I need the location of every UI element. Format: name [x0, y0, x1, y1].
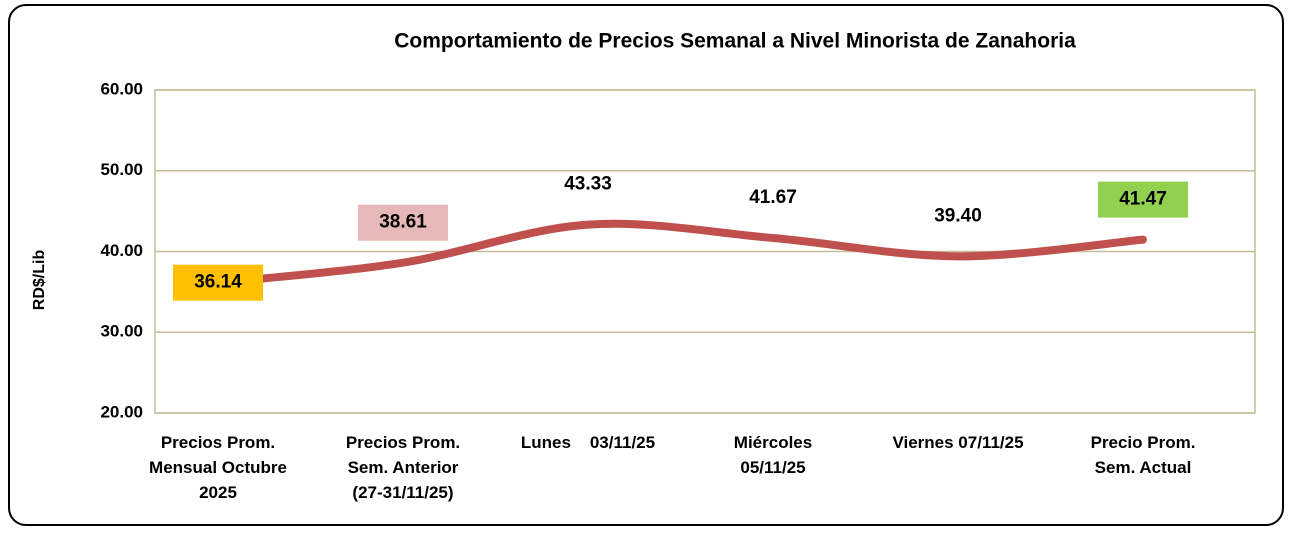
- y-tick-label: 40.00: [100, 241, 143, 260]
- chart-frame: [8, 4, 1284, 526]
- y-tick-label: 50.00: [100, 160, 143, 179]
- label-box: [173, 264, 263, 301]
- data-label: 43.33: [564, 174, 612, 195]
- y-axis-label: RD$/Lib: [31, 250, 48, 311]
- x-tick-label: Precios Prom. Sem. Anterior (27-31/11/25…: [345, 433, 461, 502]
- y-tick-label: 60.00: [100, 79, 143, 98]
- label-box: [358, 204, 448, 241]
- data-label: 41.47: [1119, 189, 1167, 210]
- line: [214, 219, 1147, 287]
- chart-title: Comportamiento de Precios Semanal a Nive…: [394, 30, 1076, 53]
- data-label: 39.40: [934, 205, 982, 226]
- y-tick-label: 20.00: [100, 402, 143, 421]
- x-tick-label: Lunes 03/11/25: [520, 433, 656, 452]
- data-label: 36.14: [194, 272, 242, 293]
- x-tick-label: Precio Prom. Sem. Actual: [1090, 433, 1196, 477]
- x-tick-label: Miércoles 05/11/25: [733, 433, 813, 477]
- x-tick-label: Viernes 07/11/25: [892, 433, 1024, 452]
- y-tick-label: 30.00: [100, 322, 143, 341]
- x-tick-label: Precios Prom. Mensual Octubre 2025: [149, 433, 287, 502]
- label-box: [1098, 181, 1188, 218]
- data-label: 41.67: [749, 187, 797, 208]
- data-label: 38.61: [379, 212, 427, 233]
